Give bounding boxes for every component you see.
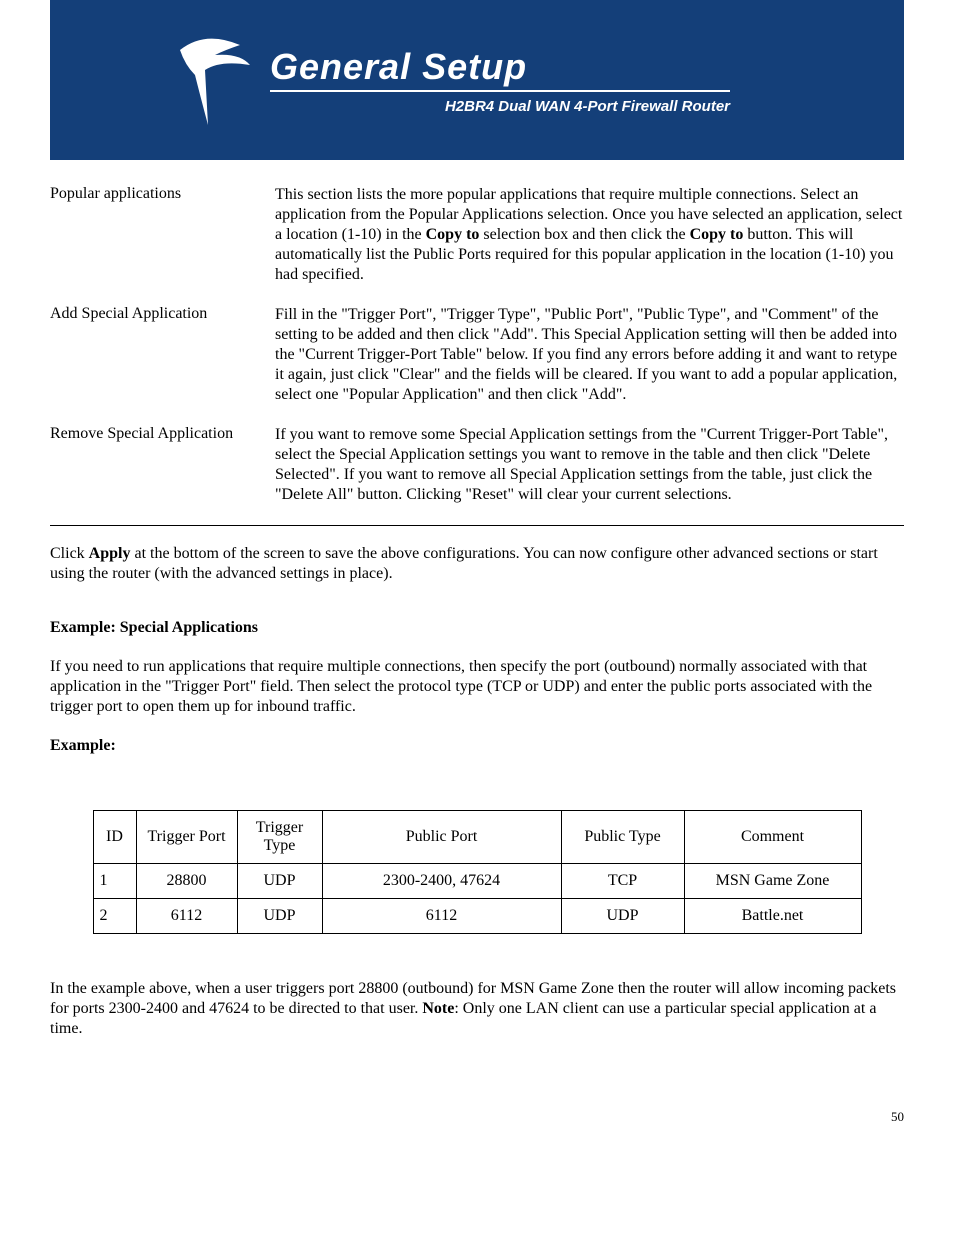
table-cell: 1 xyxy=(93,864,136,899)
table-header-cell: Public Type xyxy=(561,811,684,864)
table-cell: MSN Game Zone xyxy=(684,864,861,899)
definition-row: Add Special ApplicationFill in the "Trig… xyxy=(50,305,904,405)
definition-text: If you want to remove some Special Appli… xyxy=(275,425,904,505)
definition-row: Popular applicationsThis section lists t… xyxy=(50,185,904,285)
table-header-cell: Public Port xyxy=(322,811,561,864)
definition-text: This section lists the more popular appl… xyxy=(275,185,904,285)
table-header-cell: Comment xyxy=(684,811,861,864)
table-cell: 6112 xyxy=(136,899,237,934)
banner-title: General Setup xyxy=(270,46,730,88)
table-cell: 6112 xyxy=(322,899,561,934)
banner-subtitle: H2BR4 Dual WAN 4-Port Firewall Router xyxy=(270,98,730,115)
table-cell: Battle.net xyxy=(684,899,861,934)
table-cell: UDP xyxy=(237,899,322,934)
definition-text: Fill in the "Trigger Port", "Trigger Typ… xyxy=(275,305,904,405)
definition-label: Remove Special Application xyxy=(50,425,275,505)
apply-paragraph: Click Apply at the bottom of the screen … xyxy=(50,544,904,584)
definition-row: Remove Special ApplicationIf you want to… xyxy=(50,425,904,505)
table-cell: 28800 xyxy=(136,864,237,899)
header-banner: General Setup H2BR4 Dual WAN 4-Port Fire… xyxy=(50,0,904,160)
table-row: 128800UDP2300-2400, 47624TCPMSN Game Zon… xyxy=(93,864,861,899)
port-table: IDTrigger PortTriggerTypePublic PortPubl… xyxy=(93,810,862,934)
example-label: Example: xyxy=(50,737,904,755)
divider xyxy=(50,525,904,526)
definition-label: Add Special Application xyxy=(50,305,275,405)
table-row: 26112UDP6112UDPBattle.net xyxy=(93,899,861,934)
table-header-cell: ID xyxy=(93,811,136,864)
example-intro: If you need to run applications that req… xyxy=(50,657,904,717)
definition-label: Popular applications xyxy=(50,185,275,285)
table-header-cell: Trigger Port xyxy=(136,811,237,864)
banner-underline xyxy=(270,90,730,92)
example-heading: Example: Special Applications xyxy=(50,619,904,637)
table-cell: UDP xyxy=(237,864,322,899)
closing-paragraph: In the example above, when a user trigge… xyxy=(50,979,904,1039)
table-header-cell: TriggerType xyxy=(237,811,322,864)
page-number: 50 xyxy=(50,1109,904,1125)
table-cell: UDP xyxy=(561,899,684,934)
hawking-logo-icon xyxy=(170,25,260,135)
table-cell: 2 xyxy=(93,899,136,934)
table-cell: TCP xyxy=(561,864,684,899)
table-cell: 2300-2400, 47624 xyxy=(322,864,561,899)
